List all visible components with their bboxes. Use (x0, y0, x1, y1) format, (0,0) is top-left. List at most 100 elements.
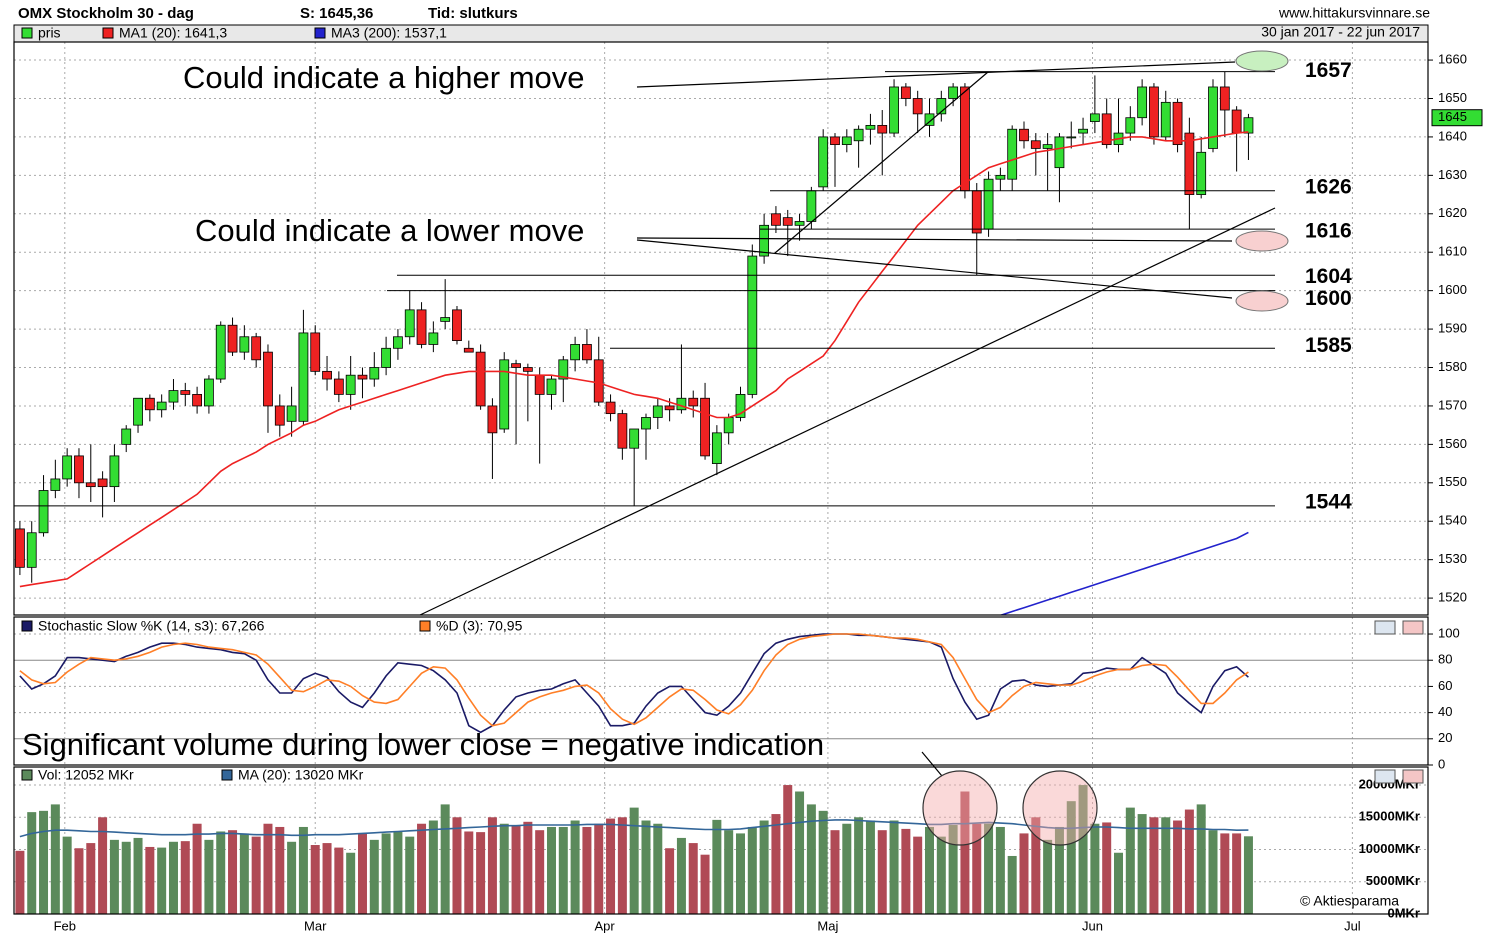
panel-button (1402, 620, 1424, 635)
volume-bar (298, 826, 308, 914)
arrow-line (636, 61, 1236, 88)
volume-bar (594, 823, 604, 914)
volume-bar (263, 823, 273, 914)
volume-bar (546, 826, 556, 914)
volume-bar (86, 843, 96, 914)
legend-swatch (314, 27, 326, 39)
volume-bar (1125, 807, 1135, 914)
candle-body (204, 378, 214, 407)
volume-bar (27, 812, 37, 914)
source: www.hittakursvinnare.se (1278, 5, 1430, 21)
candle-body (889, 86, 899, 134)
y-tick-label: 1580 (1438, 359, 1467, 374)
volume-bar (617, 817, 627, 914)
volume-bar (428, 820, 438, 914)
legend-label: %D (3): 70,95 (436, 618, 523, 634)
volume-bar (1090, 823, 1100, 914)
marks (15, 71, 1254, 914)
candle-body (1184, 132, 1195, 195)
volume-bar (357, 833, 367, 914)
volume-bar (121, 841, 131, 914)
y-tick-label: 1530 (1438, 551, 1467, 566)
candle-body (782, 217, 793, 226)
y-tick-label: 20 (1438, 730, 1452, 745)
candle-body (806, 190, 817, 222)
legend-label: MA1 (20): 1641,3 (119, 25, 227, 41)
volume-bar (724, 830, 734, 914)
copyright: © Aktiesparama (1300, 893, 1399, 909)
candle-body (1007, 128, 1018, 180)
candle-body (416, 309, 427, 345)
volume-bar (1173, 820, 1183, 914)
candle-body (38, 490, 49, 534)
y-tick-label: 10000MKr (1359, 841, 1420, 856)
legend-label: MA3 (200): 1537,1 (331, 25, 447, 41)
volume-bar (1019, 833, 1029, 914)
last-price-tag (1431, 109, 1483, 127)
overlay: Feb Mar Apr Maj Jun Jul 1520 1530 1540 1550 1560 15… (13, 25, 1483, 933)
volume-bar (15, 850, 25, 914)
volume-bar (499, 823, 509, 914)
candle-body (747, 255, 758, 395)
candle-body (251, 336, 262, 361)
candle-body (534, 374, 545, 395)
volume-bar (204, 839, 214, 914)
volume-bar (1114, 852, 1124, 914)
volume-bar (854, 817, 864, 914)
y-tick-label: 40 (1438, 704, 1452, 719)
arrow-line (636, 239, 1233, 299)
volume-bar (62, 836, 72, 914)
volume-bar (653, 823, 663, 914)
candle-body (558, 359, 569, 380)
legend-swatch (21, 620, 33, 632)
volume-bar (641, 820, 651, 914)
legend-swatch (419, 620, 431, 632)
volume-bar (1054, 826, 1064, 914)
candle-body (841, 136, 852, 146)
candle-body (369, 367, 380, 380)
candle-body (428, 332, 439, 345)
annotation: Significant volume during lower close = … (22, 727, 824, 762)
volume-bar (405, 836, 415, 914)
candle-body (971, 190, 982, 234)
volume-bar (157, 847, 167, 914)
volume-bar (417, 823, 427, 914)
candle-body (853, 128, 864, 142)
volume-bar (936, 836, 946, 914)
y-tick-label: 1630 (1438, 167, 1467, 182)
y-tick-label: 1610 (1438, 244, 1467, 259)
legend-swatch (221, 769, 233, 781)
y-tick-label: 1550 (1438, 474, 1467, 489)
volume-bar (393, 831, 403, 914)
volume-bar (369, 839, 379, 914)
candle-body (381, 347, 392, 368)
volume-bar (700, 854, 710, 914)
candle-body (605, 401, 616, 415)
x-tick-label: Maj (817, 918, 838, 933)
legend-swatch (102, 27, 114, 39)
legend-label: MA (20): 13020 MKr (238, 767, 364, 783)
candle-body (15, 528, 25, 568)
y-tick-label: 0MKr (1387, 905, 1420, 920)
candle-body (983, 178, 994, 230)
candle-body (865, 124, 876, 130)
candle-body (759, 224, 770, 257)
candle-body (1243, 117, 1254, 134)
y-tick-label: 60 (1438, 678, 1452, 693)
candle-body (570, 344, 581, 361)
candle-body (50, 478, 61, 491)
candle-body (771, 213, 781, 226)
level-label: 1657 (1305, 59, 1352, 82)
candle-body (156, 401, 167, 411)
candle-body (1089, 113, 1100, 122)
candle-body (688, 397, 699, 407)
price-plot (15, 71, 1254, 615)
candle-body (227, 324, 238, 353)
candle-body (735, 394, 746, 418)
volume-bar (901, 828, 911, 914)
y-tick-label: 1650 (1438, 90, 1467, 105)
candle-body (511, 363, 521, 368)
candle-body (404, 309, 415, 338)
candle-body (393, 336, 403, 349)
candle-body (641, 417, 651, 430)
